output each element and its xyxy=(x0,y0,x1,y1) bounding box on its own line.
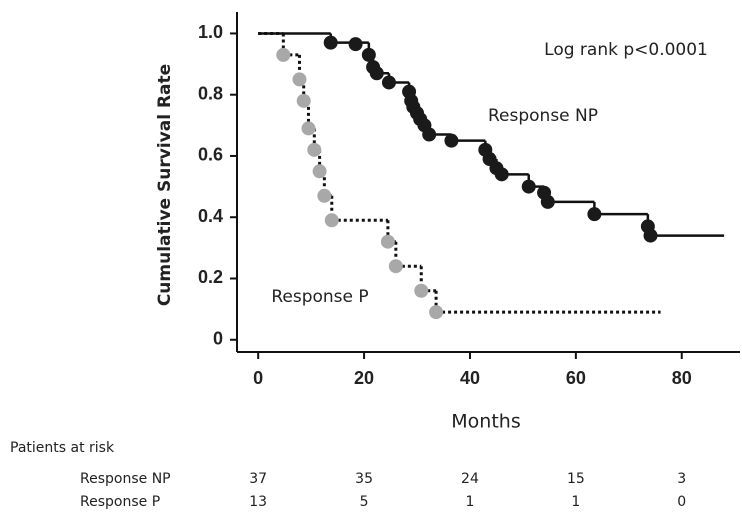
x-tick-label: 80 xyxy=(672,368,692,388)
dot xyxy=(521,179,536,194)
dot xyxy=(369,66,384,81)
dot xyxy=(494,167,509,182)
risk-value: 37 xyxy=(249,471,267,487)
dot xyxy=(312,164,327,179)
dot xyxy=(381,75,396,90)
dot xyxy=(361,47,376,62)
risk-value: 1 xyxy=(571,494,580,510)
y-tick-label: 0.2 xyxy=(198,267,223,287)
dot xyxy=(323,35,338,50)
dot xyxy=(643,228,658,243)
risk-value: 13 xyxy=(249,494,267,510)
annotation: Log rank p<0.0001 xyxy=(544,40,708,60)
dot xyxy=(292,72,307,87)
y-axis-label: Cumulative Survival Rate xyxy=(155,64,175,306)
y-tick-label: 0.8 xyxy=(198,83,223,103)
dot xyxy=(422,127,437,142)
risk-title: Patients at risk xyxy=(10,440,115,456)
x-tick-label: 20 xyxy=(354,368,374,388)
dot xyxy=(540,194,555,209)
series-label: Response NP xyxy=(488,106,598,126)
risk-value: 3 xyxy=(677,471,686,487)
dot xyxy=(307,142,322,157)
risk-row-label: Response P xyxy=(80,494,160,510)
y-tick-label: 0.4 xyxy=(198,206,223,226)
y-tick-label: 1.0 xyxy=(198,22,223,42)
x-tick-label: 60 xyxy=(566,368,586,388)
dot xyxy=(324,213,339,228)
series-label: Response P xyxy=(271,287,368,307)
risk-value: 0 xyxy=(677,494,686,510)
x-tick-label: 40 xyxy=(460,368,480,388)
y-tick-label: 0.6 xyxy=(198,145,223,165)
dot xyxy=(429,305,444,320)
dot xyxy=(414,283,429,298)
dot xyxy=(301,121,316,136)
risk-value: 35 xyxy=(355,471,373,487)
risk-value: 24 xyxy=(461,471,479,487)
dot xyxy=(388,259,403,274)
dot xyxy=(317,188,332,203)
dot xyxy=(587,207,602,222)
risk-value: 1 xyxy=(466,494,475,510)
dot xyxy=(380,234,395,249)
dot xyxy=(296,93,311,108)
x-axis-label: Months xyxy=(451,411,520,433)
risk-value: 5 xyxy=(360,494,369,510)
risk-row-label: Response NP xyxy=(80,471,171,487)
risk-value: 15 xyxy=(567,471,585,487)
dot xyxy=(348,37,363,52)
dot xyxy=(444,133,459,148)
dot xyxy=(276,47,291,62)
x-tick-label: 0 xyxy=(253,368,263,388)
y-tick-label: 0 xyxy=(213,328,223,348)
